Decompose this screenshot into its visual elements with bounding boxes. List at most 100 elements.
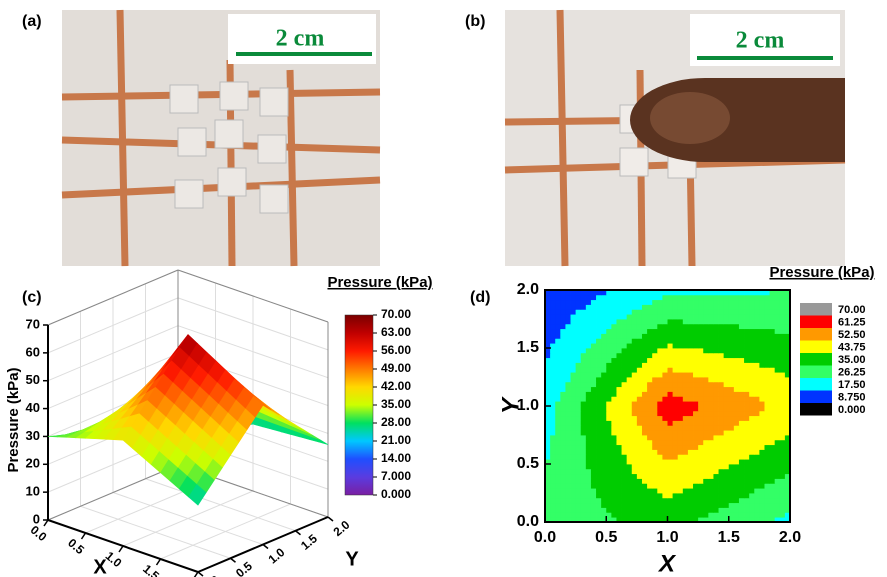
contour-cell xyxy=(560,372,566,377)
contour-cell xyxy=(627,464,633,469)
contour-cell xyxy=(698,483,704,488)
contour-cell xyxy=(591,488,597,493)
contour-cell xyxy=(591,450,597,455)
contour-cell xyxy=(749,338,755,343)
contour-cell xyxy=(759,450,765,455)
contour-cell xyxy=(719,363,725,368)
contour-cell xyxy=(586,305,592,310)
contour-cell xyxy=(668,450,674,455)
contour-cell xyxy=(713,430,719,435)
contour-cell xyxy=(586,392,592,397)
contour-cell xyxy=(749,488,755,493)
contour-cell xyxy=(688,343,694,348)
contour-cell xyxy=(565,358,571,363)
contour-cell xyxy=(596,377,602,382)
contour-cell xyxy=(611,430,617,435)
contour-cell xyxy=(693,324,699,329)
contour-cell xyxy=(555,430,561,435)
contour-cell xyxy=(780,479,786,484)
contour-cell xyxy=(606,367,612,372)
contour-cell xyxy=(719,474,725,479)
contour-cell xyxy=(627,508,633,513)
contour-cell xyxy=(734,503,740,508)
contour-cell xyxy=(581,396,587,401)
contour-cell xyxy=(637,382,643,387)
contour-cell xyxy=(601,343,607,348)
contour-cell xyxy=(571,367,577,372)
contour-cell xyxy=(775,503,781,508)
contour-cell xyxy=(678,338,684,343)
contour-cell xyxy=(632,425,638,430)
contour-cell xyxy=(749,512,755,517)
contour-cell xyxy=(586,300,592,305)
contour-cell xyxy=(555,338,561,343)
contour-cell xyxy=(606,479,612,484)
contour-cell xyxy=(770,338,776,343)
contour-cell xyxy=(662,396,668,401)
contour-cell xyxy=(596,474,602,479)
contour-cell xyxy=(703,488,709,493)
contour-cell xyxy=(560,309,566,314)
contour-cell xyxy=(734,363,740,368)
contour-cell xyxy=(724,401,730,406)
contour-cell xyxy=(770,469,776,474)
contour-cell xyxy=(586,353,592,358)
contour-cell xyxy=(759,377,765,382)
contour-cell xyxy=(668,358,674,363)
contour-cell xyxy=(729,353,735,358)
contour-cell xyxy=(683,406,689,411)
contour-cell xyxy=(754,406,760,411)
contour-cell xyxy=(555,483,561,488)
contour-cell xyxy=(770,401,776,406)
contour-cell xyxy=(754,358,760,363)
contour-cell xyxy=(565,479,571,484)
contour-cell xyxy=(729,329,735,334)
contour-cell xyxy=(673,440,679,445)
contour-cell xyxy=(770,295,776,300)
contour-cell xyxy=(601,319,607,324)
contour-cell xyxy=(637,450,643,455)
contour-cell xyxy=(642,305,648,310)
contour-cell xyxy=(657,474,663,479)
contour-cell xyxy=(616,474,622,479)
contour-cell xyxy=(637,459,643,464)
contour-cell xyxy=(591,377,597,382)
contour-cell xyxy=(698,454,704,459)
contour-cell xyxy=(565,498,571,503)
contour-cell xyxy=(703,401,709,406)
contour-cell xyxy=(764,295,770,300)
contour-cell xyxy=(550,474,556,479)
contour-cell xyxy=(678,348,684,353)
contour-cell xyxy=(729,430,735,435)
contour-cell xyxy=(759,343,765,348)
contour-cell xyxy=(647,416,653,421)
contour-cell xyxy=(616,353,622,358)
contour-cell xyxy=(657,367,663,372)
contour-cell xyxy=(754,392,760,397)
contour-cell xyxy=(627,338,633,343)
contour-cell xyxy=(734,508,740,513)
contour-cell xyxy=(668,343,674,348)
contour-cell xyxy=(770,396,776,401)
contour-cell xyxy=(637,329,643,334)
contour-cell xyxy=(775,440,781,445)
contour-cell xyxy=(780,377,786,382)
contour-cell xyxy=(708,358,714,363)
contour-cell xyxy=(616,363,622,368)
contour-cell xyxy=(647,488,653,493)
contour-cell xyxy=(622,300,628,305)
contour-cell xyxy=(693,411,699,416)
contour-cell xyxy=(642,387,648,392)
contour-cell xyxy=(703,483,709,488)
contour-cell xyxy=(754,454,760,459)
contour-cell xyxy=(673,392,679,397)
contour-cell xyxy=(647,367,653,372)
contour-cell xyxy=(596,396,602,401)
contour-cell xyxy=(708,392,714,397)
legend-swatch xyxy=(800,341,832,354)
contour-cell xyxy=(729,411,735,416)
contour-cell xyxy=(555,300,561,305)
contour-cell xyxy=(729,479,735,484)
contour-cell xyxy=(678,503,684,508)
contour-cell xyxy=(627,445,633,450)
